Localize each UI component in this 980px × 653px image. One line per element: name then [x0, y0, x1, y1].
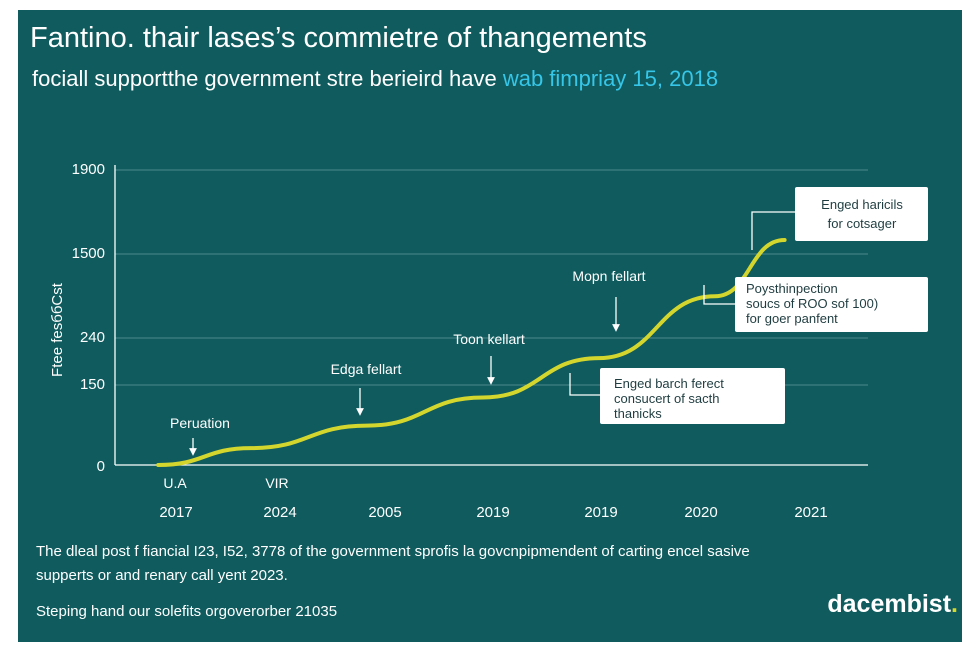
- y-tick-label: 150: [80, 376, 105, 393]
- annotation-mopn: Mopn fellart: [572, 268, 646, 332]
- callout-text: soucs of RОО sof 100): [746, 296, 878, 311]
- series-line-trend: [156, 238, 787, 467]
- x-top-label: VIR: [265, 475, 288, 491]
- chart-subtitle: fociаll supportthe government stre berie…: [32, 66, 718, 92]
- footer-text-line-3: Steping hand our solefits orgoverorber 2…: [36, 603, 338, 620]
- callout-text: for cotsager: [828, 216, 897, 231]
- annotation-label: Peruation: [170, 415, 230, 431]
- footer-text-line-1: The dleal post f fiancial I23, I52, 3778…: [36, 543, 750, 560]
- callout-text: Poysthinpection: [746, 281, 838, 296]
- y-tick-label: 1500: [72, 245, 105, 262]
- footer-text-line-2: supperts or and renary call yent 2023.: [36, 567, 288, 584]
- x-top-label: U.A: [163, 475, 187, 491]
- annotation-peruation: Peruation: [170, 415, 230, 456]
- callout-text: Enged haricils: [821, 197, 903, 212]
- callout-box: [795, 187, 928, 241]
- callout-connector: [751, 211, 795, 250]
- brand-name: dacembist: [827, 590, 952, 618]
- x-tick-label: 2019: [584, 504, 617, 521]
- x-tick-labels: 2017 2024 2005 2019 2019 2020 2021: [159, 504, 827, 521]
- callout-box: [600, 368, 785, 424]
- x-tick-label: 2017: [159, 504, 192, 521]
- callout-text: consucert of sacth: [614, 391, 720, 406]
- callout-1: Enged haricils for cotsager: [751, 187, 928, 250]
- brand-logo: dacembist.: [827, 590, 958, 619]
- y-tick-label: 1900: [72, 161, 105, 178]
- subtitle-text: fociаll supportthe government stre berie…: [32, 66, 497, 91]
- callout-3: Enged barch ferect consucert of sacth th…: [569, 368, 785, 424]
- x-tick-label: 2019: [476, 504, 509, 521]
- annotation-label: Edga fellart: [331, 361, 402, 377]
- callout-text: for goer panfent: [746, 311, 838, 326]
- callout-text: Enged barch ferect: [614, 376, 724, 391]
- annotation-label: Mopn fellart: [572, 268, 645, 284]
- x-tick-label: 2005: [368, 504, 401, 521]
- gridlines: [115, 169, 868, 386]
- callout-2: Poysthinpection soucs of RОО sof 100) fo…: [703, 277, 928, 332]
- annotation-label: Toon kellart: [453, 331, 525, 347]
- callout-connector: [703, 285, 735, 305]
- callout-text: thanicks: [614, 406, 662, 421]
- x-tick-label: 2020: [684, 504, 717, 521]
- chart-title: Fantino. thair lases’s commietre of than…: [30, 22, 647, 54]
- y-axis-label: Ftee fesббCst: [49, 282, 66, 377]
- annotation-edga: Edga fellart: [331, 361, 402, 416]
- callout-box: [735, 277, 928, 332]
- subtitle-date: wab fimpriay 15, 2018: [502, 66, 719, 91]
- y-tick-label: 0: [97, 458, 105, 475]
- x-tick-label: 2024: [263, 504, 296, 521]
- brand-dot: .: [951, 590, 958, 618]
- annotation-toon: Toon kellart: [453, 331, 525, 385]
- x-tick-label: 2021: [794, 504, 827, 521]
- y-tick-label: 240: [80, 329, 105, 346]
- callout-connector: [569, 373, 600, 396]
